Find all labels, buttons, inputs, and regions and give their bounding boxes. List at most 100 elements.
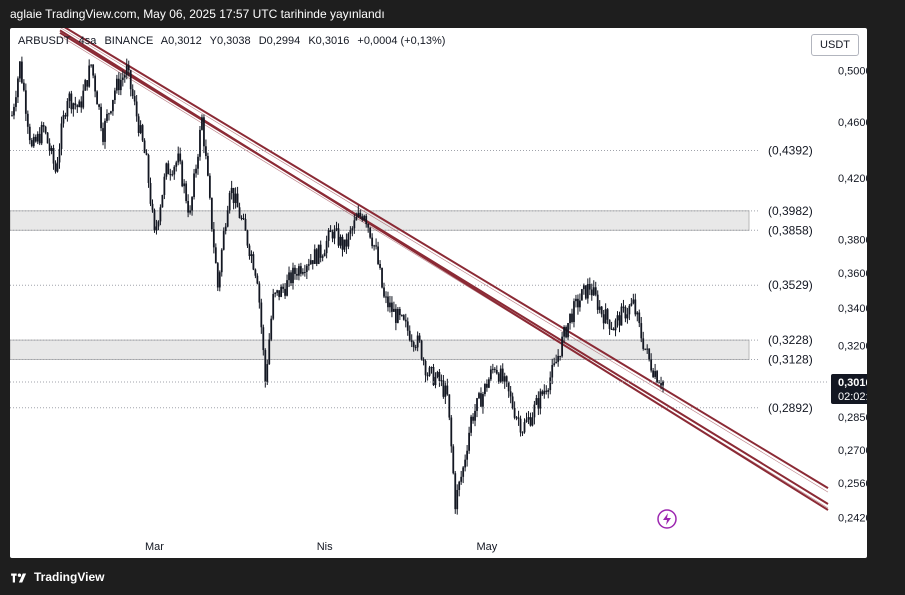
- currency-button[interactable]: USDT: [811, 34, 859, 56]
- candle-body-225: [456, 489, 459, 510]
- candle-body-221: [448, 394, 451, 418]
- candle-body-73: [155, 226, 158, 231]
- x-tick-1: Nis: [317, 541, 333, 553]
- candle-body-229: [464, 459, 467, 468]
- channel-inner-0: [60, 28, 829, 493]
- candle-body-104: [216, 263, 219, 288]
- lightning-layer: [657, 509, 677, 529]
- candle-body-153: [313, 249, 316, 264]
- symbol-label[interactable]: ARBUSDT: [18, 35, 71, 47]
- candle-body-220: [446, 385, 449, 395]
- candle-body-254: [513, 407, 516, 418]
- candle-body-87: [183, 183, 186, 187]
- candle-body-88: [185, 183, 188, 201]
- candle-body-223: [452, 446, 455, 474]
- candle-body-12: [34, 136, 37, 142]
- candle-body-275: [555, 361, 558, 364]
- publish-header: aglaie TradingView.com, May 06, 2025 17:…: [0, 0, 905, 28]
- candle-body-145: [298, 266, 300, 276]
- candle-body-181: [369, 227, 372, 238]
- candle-body-314: [632, 299, 635, 304]
- candle-body-111: [230, 187, 233, 194]
- chart-panel[interactable]: (0,4392) (0,3982) (0,3858) (0,3529) (0,3228)…: [10, 28, 867, 558]
- brand-name[interactable]: TradingView: [34, 570, 105, 584]
- candle-body-131: [270, 318, 273, 340]
- candle-body-152: [311, 260, 314, 264]
- candle-body-151: [309, 260, 312, 265]
- candle-body-292: [588, 283, 591, 290]
- candle-body-177: [361, 216, 364, 220]
- candle-body-64: [137, 116, 140, 133]
- candle-body-44: [98, 104, 100, 107]
- y-tick-10: 0,2420: [838, 513, 867, 525]
- candle-body-96: [201, 117, 203, 130]
- interval-label[interactable]: 4sa: [78, 35, 97, 47]
- candle-body-308: [620, 306, 623, 326]
- candle-body-202: [410, 340, 413, 343]
- candle-body-116: [240, 218, 243, 220]
- candle-body-40: [90, 64, 93, 66]
- candle-body-174: [355, 217, 358, 221]
- candle-body-119: [246, 230, 249, 246]
- candle-body-288: [580, 289, 583, 301]
- candle-body-52: [113, 90, 116, 101]
- lightning-bolt: [663, 513, 671, 525]
- candle-body-238: [482, 394, 484, 407]
- candle-body-32: [74, 103, 77, 106]
- candle-body-173: [353, 220, 356, 229]
- candle-body-186: [379, 263, 381, 268]
- candle-body-138: [284, 288, 286, 296]
- candle-body-208: [422, 359, 425, 361]
- candle-body-274: [553, 363, 556, 366]
- candle-body-195: [396, 308, 399, 323]
- candle-body-295: [594, 287, 597, 295]
- candle-body-134: [276, 290, 279, 293]
- candle-body-122: [252, 254, 255, 270]
- candle-body-57: [123, 75, 126, 78]
- candle-body-94: [197, 156, 199, 169]
- candle-body-204: [414, 347, 417, 349]
- low-value: D0,2994: [258, 35, 301, 47]
- candle-body-17: [44, 126, 47, 133]
- candle-body-146: [300, 266, 302, 274]
- badge-price: 0,3016: [838, 377, 867, 389]
- candle-body-56: [121, 77, 124, 80]
- candle-body-156: [319, 244, 322, 258]
- badge-countdown: 02:02:51: [838, 391, 867, 403]
- candle-body-258: [521, 432, 524, 434]
- candle-body-82: [173, 166, 176, 175]
- candle-body-287: [579, 300, 581, 308]
- candle-body-135: [278, 290, 281, 297]
- candle-body-92: [193, 173, 195, 198]
- candle-body-188: [383, 287, 385, 297]
- candle-body-224: [454, 473, 457, 510]
- x-tick-0: Mar: [145, 541, 164, 553]
- candle-body-143: [294, 267, 296, 274]
- candle-body-13: [36, 133, 39, 142]
- x-tick-2: May: [477, 541, 498, 553]
- candle-body-329: [662, 381, 664, 386]
- candle-body-184: [375, 245, 377, 247]
- time-axis: Mar Nis May: [145, 541, 498, 553]
- candle-body-310: [624, 307, 627, 319]
- candle-body-162: [331, 231, 334, 239]
- candle-body-124: [256, 275, 259, 284]
- candle-body-16: [42, 125, 45, 127]
- candle-body-260: [525, 419, 528, 423]
- candle-body-317: [638, 312, 641, 324]
- candle-body-7: [24, 90, 27, 114]
- candle-body-304: [612, 328, 615, 331]
- price-chart[interactable]: (0,4392) (0,3982) (0,3858) (0,3529) (0,3228)…: [10, 28, 867, 558]
- candle-body-307: [618, 315, 621, 326]
- candle-body-168: [343, 239, 346, 250]
- candle-body-251: [507, 381, 510, 392]
- candle-body-22: [54, 163, 57, 172]
- candle-body-267: [539, 391, 542, 409]
- publish-text: aglaie TradingView.com, May 06, 2025 17:…: [10, 7, 385, 21]
- candle-body-90: [189, 210, 191, 213]
- candle-body-172: [351, 228, 354, 231]
- candle-body-286: [577, 298, 579, 308]
